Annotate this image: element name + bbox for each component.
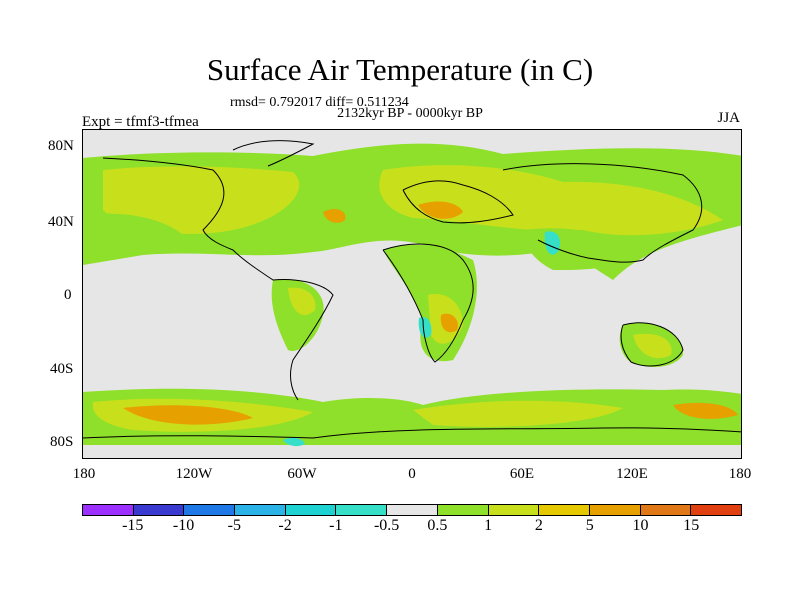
- coastlines: [83, 140, 741, 439]
- colorbar-label: -10: [172, 517, 195, 534]
- lon-tick-60w: 60W: [287, 466, 317, 482]
- colorbar-swatch: [387, 505, 438, 515]
- lon-tick-0: 0: [408, 466, 416, 482]
- season-label: JJA: [717, 110, 740, 126]
- colorbar-swatch: [589, 505, 641, 515]
- colorbar-swatch: [336, 505, 388, 515]
- colorbar-swatch: [235, 505, 286, 515]
- colorbar-swatch: [437, 505, 489, 515]
- field-antarctic-cyan: [283, 437, 305, 447]
- period-line: 2132kyr BP - 0000kyr BP: [337, 106, 483, 121]
- colorbar-label: -0.5: [373, 517, 400, 534]
- colorbar-swatch: [83, 505, 134, 515]
- lon-tick-180w: 180: [72, 466, 96, 482]
- colorbar-swatch: [184, 505, 236, 515]
- field-south-orange2: [673, 402, 738, 419]
- lat-tick-80s: 80S: [50, 434, 74, 450]
- lat-tick-40s: 40S: [50, 361, 74, 377]
- stats-line: rmsd= 0.792017 diff= 0.511234: [230, 95, 409, 110]
- map-panel: [82, 129, 742, 459]
- colorbar-label: 10: [632, 517, 649, 534]
- colorbar: [82, 504, 742, 516]
- colorbar-label: -1: [329, 517, 343, 534]
- colorbar-swatch: [691, 505, 741, 515]
- lat-tick-40n: 40N: [48, 214, 74, 230]
- colorbar-swatch: [285, 505, 337, 515]
- field-africa-cyan: [418, 317, 432, 338]
- experiment-label: Expt = tfmf3-tfmea: [82, 114, 199, 130]
- temperature-map: [83, 140, 741, 447]
- lat-tick-80n: 80N: [48, 138, 74, 154]
- colorbar-label: 0.5: [427, 517, 448, 534]
- colorbar-label: 1: [484, 517, 493, 534]
- colorbar-swatch: [539, 505, 590, 515]
- field-samerica-yellow: [288, 287, 316, 315]
- colorbar-label: -15: [122, 517, 144, 534]
- lon-tick-120w: 120W: [175, 466, 213, 482]
- colorbar-label: -5: [227, 517, 241, 534]
- colorbar-swatch: [640, 505, 692, 515]
- field-pacific-green: [83, 213, 183, 247]
- field-south-orange: [123, 405, 253, 425]
- field-africa-orange: [440, 313, 458, 333]
- colorbar-swatch: [488, 505, 540, 515]
- lon-tick-180e: 180: [728, 466, 752, 482]
- lon-tick-60e: 60E: [509, 466, 535, 482]
- colorbar-swatch: [133, 505, 185, 515]
- colorbar-label: -2: [278, 517, 292, 534]
- colorbar-label: 2: [534, 517, 543, 534]
- field-europe-orange: [418, 201, 463, 219]
- field-north-yellowgreen: [103, 166, 300, 234]
- lat-tick-0: 0: [64, 287, 72, 303]
- field-south-yellow2: [413, 400, 623, 427]
- plot-title: Surface Air Temperature (in C): [206, 52, 594, 87]
- colorbar-label: 5: [585, 517, 594, 534]
- field-australia-yellow: [633, 333, 672, 359]
- field-europe-yellowgreen: [379, 165, 723, 236]
- field-atlantic-orange: [323, 209, 346, 223]
- lon-tick-120e: 120E: [616, 466, 648, 482]
- colorbar-label: 15: [683, 517, 700, 534]
